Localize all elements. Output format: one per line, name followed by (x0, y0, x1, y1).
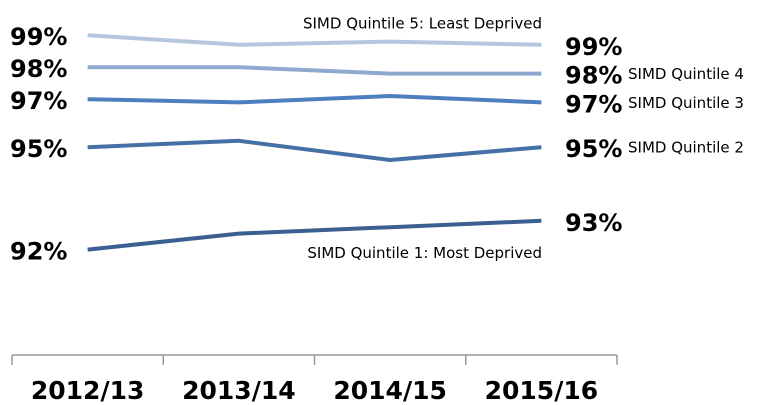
series-line (87, 138, 542, 162)
value-label: 98% (565, 62, 622, 90)
value-label: 97% (565, 90, 622, 118)
series-line (87, 218, 542, 252)
x-tick-label: 2012/13 (31, 376, 145, 405)
legend-label: SIMD Quintile 3 (628, 94, 744, 112)
series-line (87, 65, 542, 76)
value-label: 99% (565, 33, 622, 61)
series-line (87, 33, 542, 47)
legend-label: SIMD Quintile 2 (628, 139, 744, 157)
x-tick-label: 2014/15 (333, 376, 447, 405)
value-label: 92% (10, 238, 67, 266)
value-label: 95% (565, 135, 622, 163)
legend-label: SIMD Quintile 5: Least Deprived (303, 15, 542, 33)
legend-label: SIMD Quintile 4 (628, 65, 744, 83)
value-label: 97% (10, 87, 67, 115)
value-label: 98% (10, 55, 67, 83)
x-tick-label: 2013/14 (182, 376, 296, 405)
legend-label: SIMD Quintile 1: Most Deprived (307, 244, 542, 262)
value-label: 95% (10, 135, 67, 163)
x-tick-label: 2015/16 (485, 376, 599, 405)
value-label: 99% (10, 23, 67, 51)
series-line (87, 94, 542, 105)
value-label: 93% (565, 209, 622, 237)
